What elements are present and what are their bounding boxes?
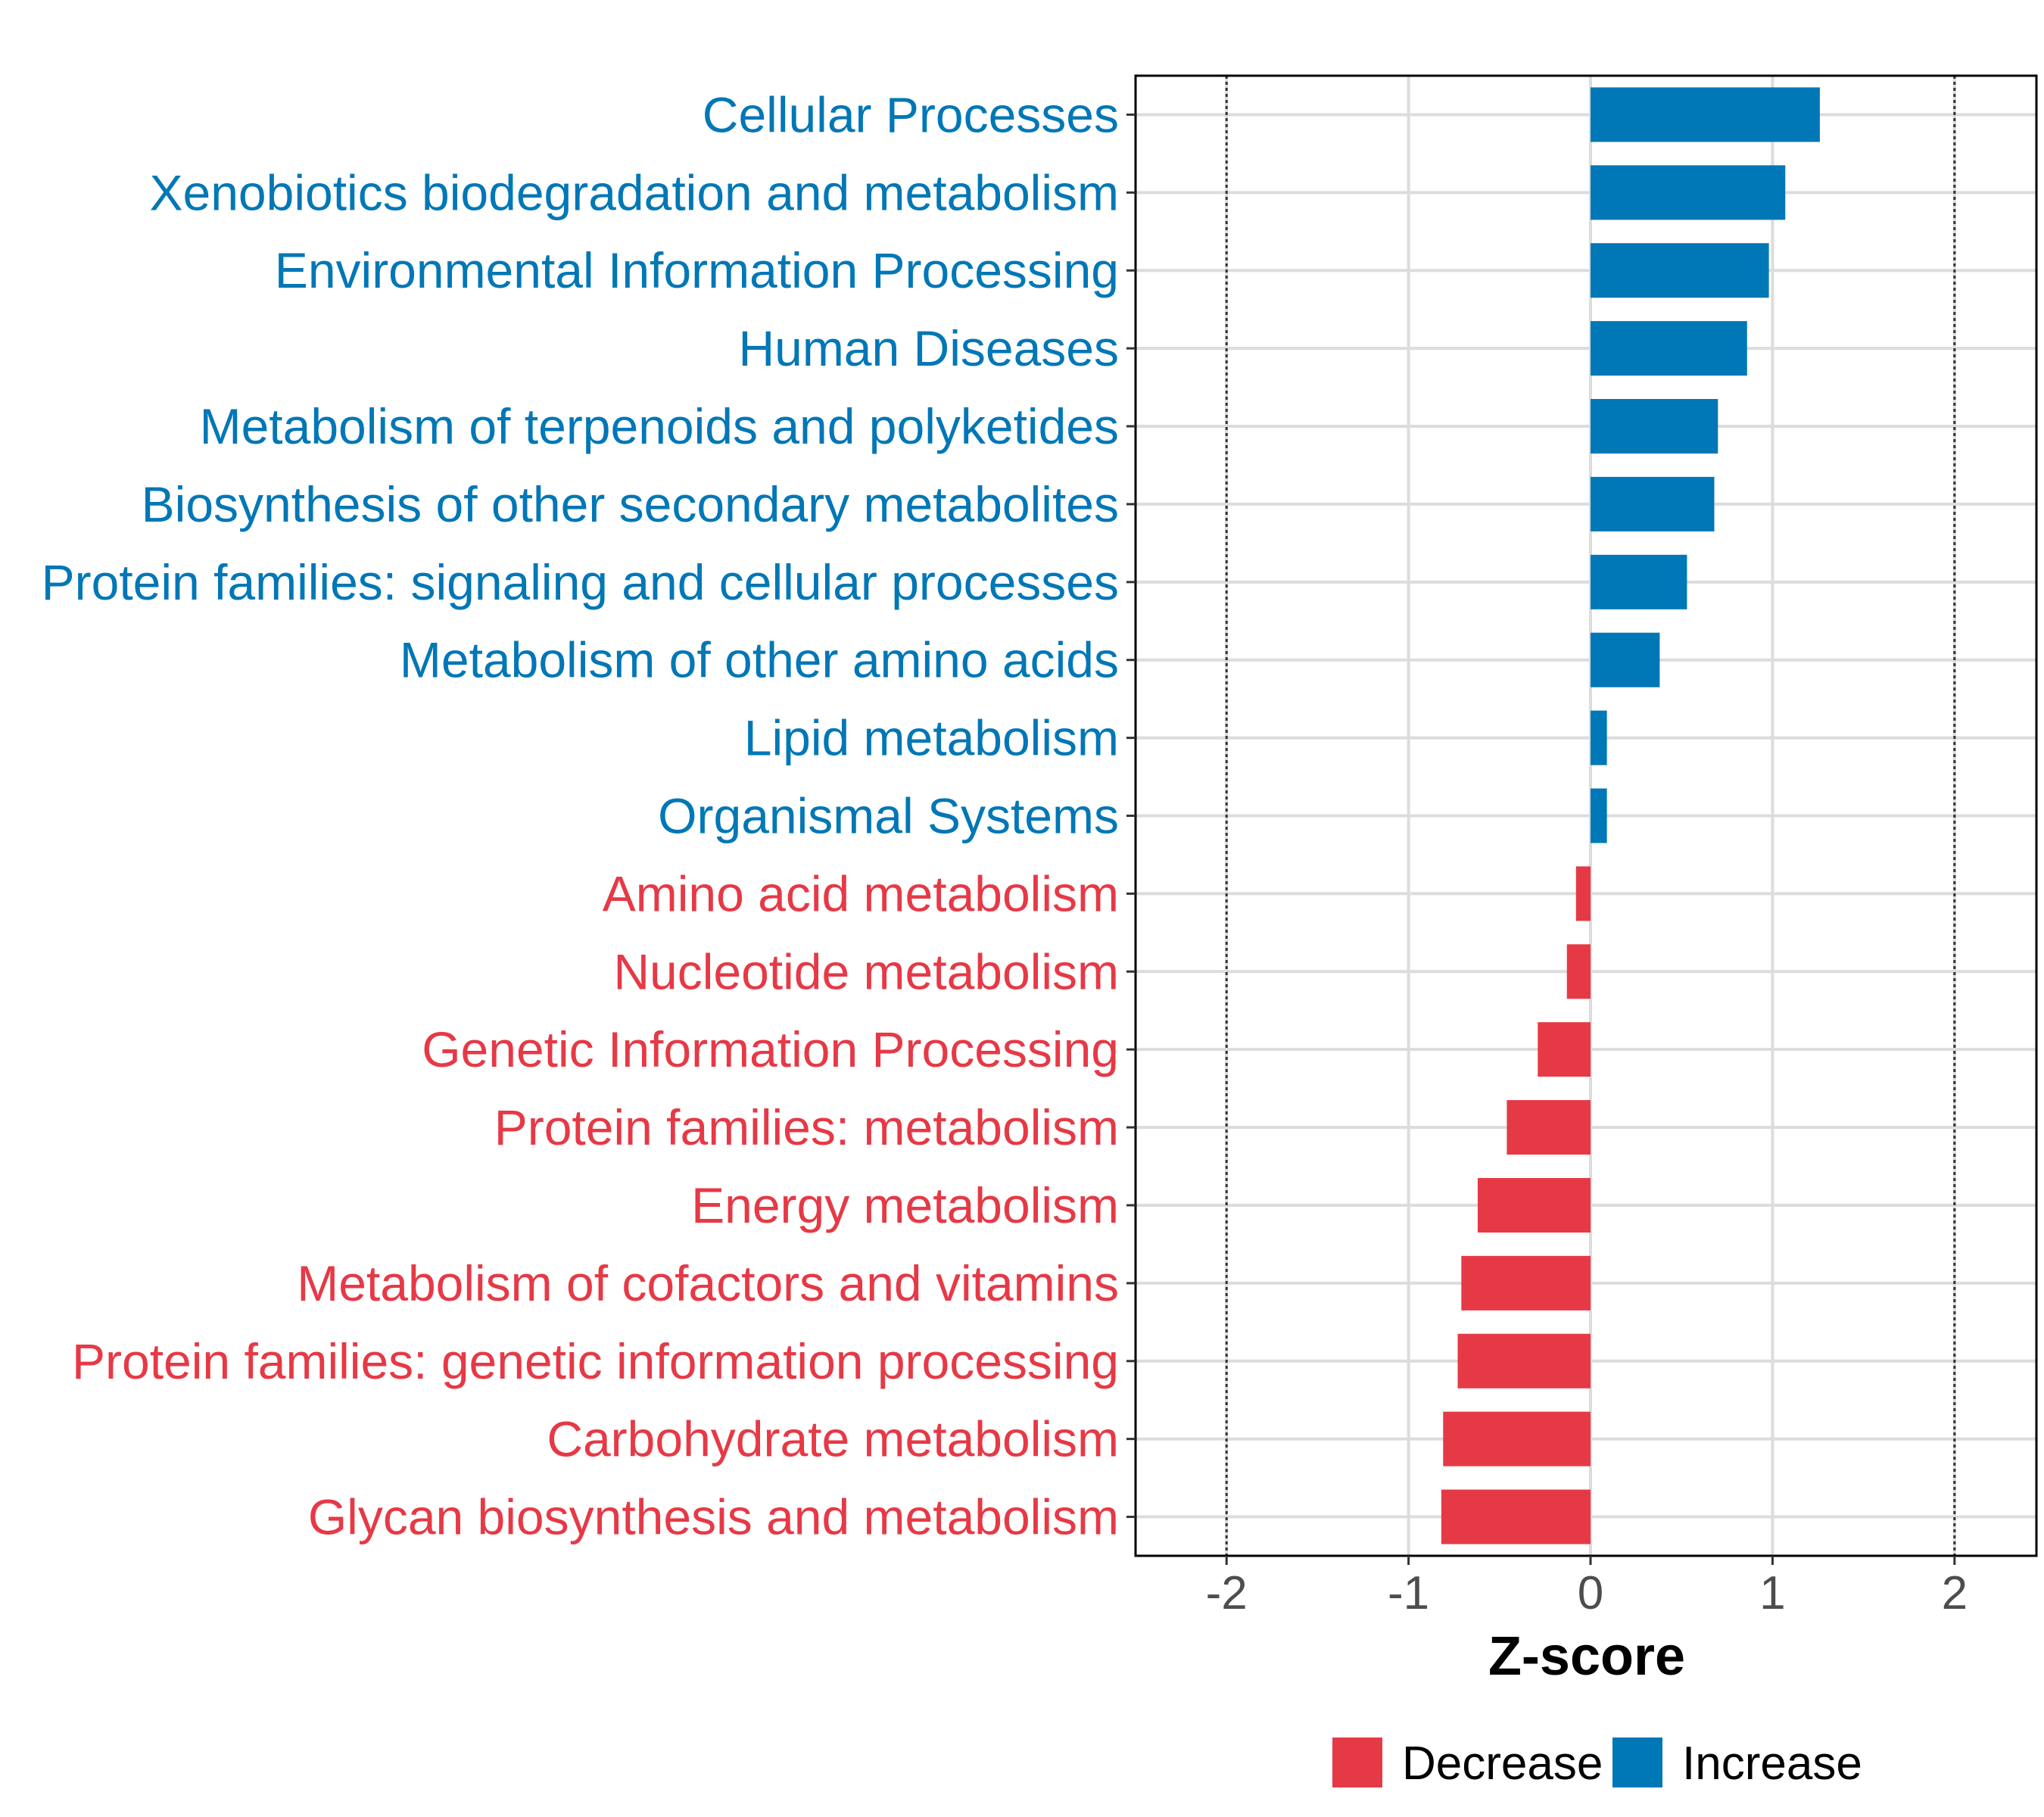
legend-label: Decrease <box>1402 1738 1603 1790</box>
legend-swatch <box>1332 1738 1382 1787</box>
category-label: Xenobiotics biodegradation and metabolis… <box>150 164 1120 220</box>
bar <box>1441 1489 1591 1544</box>
bar <box>1477 1177 1591 1233</box>
bar <box>1461 1255 1591 1311</box>
y-axis-labels: Cellular Processes Xenobiotics biodegrada… <box>42 86 1119 1544</box>
category-label: Metabolism of cofactors and vitamins <box>297 1255 1119 1311</box>
bar <box>1443 1411 1591 1466</box>
x-axis-ticks <box>1225 1556 1956 1565</box>
category-label: Metabolism of other amino acids <box>400 632 1119 688</box>
legend-label: Increase <box>1682 1738 1862 1790</box>
legend: Decrease Increase <box>1332 1738 1862 1790</box>
category-label: Cellular Processes <box>703 86 1119 142</box>
category-label: Glycan biosynthesis and metabolism <box>308 1489 1119 1545</box>
bar <box>1566 944 1591 999</box>
bar <box>1538 1022 1591 1077</box>
x-axis-labels: -2 -1 0 1 2 <box>1206 1567 1968 1619</box>
x-axis-title: Z-score <box>1488 1626 1685 1687</box>
category-label: Biosynthesis of other secondary metaboli… <box>142 476 1119 532</box>
x-tick-label: -2 <box>1206 1567 1248 1619</box>
category-label: Genetic Information Processing <box>422 1021 1119 1077</box>
x-tick-label: 0 <box>1578 1567 1603 1619</box>
category-label: Protein families: metabolism <box>494 1099 1119 1155</box>
bar <box>1575 866 1591 921</box>
category-label: Human Diseases <box>738 320 1119 376</box>
category-label: Carbohydrate metabolism <box>547 1411 1119 1467</box>
legend-swatch <box>1612 1738 1662 1787</box>
category-label: Metabolism of terpenoids and polyketides <box>200 398 1119 454</box>
category-label: Nucleotide metabolism <box>613 943 1119 999</box>
category-label: Organismal Systems <box>658 788 1119 844</box>
category-label: Environmental Information Processing <box>275 242 1119 298</box>
bar <box>1591 632 1660 687</box>
category-label: Protein families: genetic information pr… <box>72 1333 1119 1389</box>
bar <box>1591 165 1786 220</box>
category-label: Lipid metabolism <box>744 710 1119 766</box>
bar <box>1591 788 1607 843</box>
bar <box>1591 476 1715 531</box>
bar <box>1591 243 1769 298</box>
category-label: Protein families: signaling and cellular… <box>42 554 1119 610</box>
y-axis-ticks <box>1126 113 1136 1519</box>
reference-lines <box>1225 76 1956 1556</box>
bar <box>1591 399 1718 454</box>
category-label: Amino acid metabolism <box>603 865 1119 921</box>
bar <box>1591 710 1607 765</box>
bar <box>1591 554 1687 609</box>
x-tick-label: 2 <box>1942 1567 1968 1619</box>
bar <box>1591 87 1820 142</box>
x-tick-label: 1 <box>1759 1567 1785 1619</box>
category-label: Energy metabolism <box>691 1177 1119 1233</box>
x-tick-label: -1 <box>1388 1567 1429 1619</box>
bar <box>1457 1333 1591 1388</box>
bars <box>1441 87 1820 1544</box>
bar <box>1591 321 1747 376</box>
bar <box>1507 1100 1591 1155</box>
